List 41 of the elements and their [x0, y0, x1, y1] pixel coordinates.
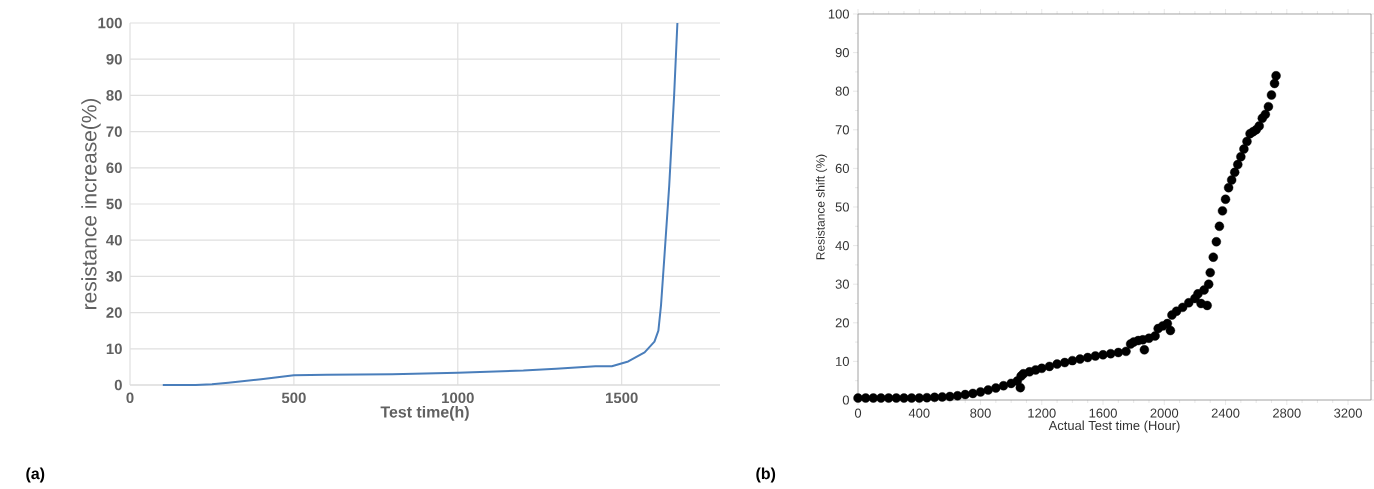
y-tick-label: 20	[835, 318, 849, 328]
y-axis-title: resistance increase(%)	[81, 98, 101, 309]
x-axis-title: Test time(h)	[380, 405, 469, 421]
y-tick-label: 10	[836, 356, 849, 366]
x-tick-label: 1200	[1028, 408, 1056, 418]
text: (b)	[756, 467, 776, 483]
y-tick-label: 60	[835, 163, 849, 173]
x-tick-label: 2400	[1211, 408, 1240, 418]
line-series	[161, 22, 679, 386]
y-tick-label: 80	[835, 86, 849, 96]
x-tick-label: 0	[126, 392, 134, 404]
x-tick-label: 3200	[1334, 408, 1362, 418]
y-tick-label: 50	[835, 202, 849, 212]
y-tick-label: 30	[106, 271, 122, 282]
text: (a)	[26, 467, 45, 483]
y-tick-label: 90	[835, 48, 849, 58]
y-tick-label: 70	[835, 125, 849, 135]
y-tick-label: 20	[106, 307, 122, 318]
x-axis-title: Actual Test time (Hour)	[1048, 420, 1180, 433]
y-tick-label: 0	[114, 379, 122, 391]
y-tick-label: 70	[106, 126, 122, 137]
y-tick-label: 10	[106, 343, 122, 355]
x-tick-label: 400	[908, 408, 930, 418]
x-tick-label: 2000	[1150, 408, 1179, 418]
y-tick-label: 40	[106, 234, 122, 246]
x-tick-label: 1000	[442, 392, 474, 404]
y-tick-label: 30	[835, 279, 849, 289]
y-axis-title: Resistance shift (%)	[815, 154, 828, 260]
y-tick-label: 50	[106, 198, 122, 210]
y-tick-label: 60	[106, 162, 122, 174]
y-tick-label: 100	[828, 9, 849, 19]
y-tick-label: 100	[98, 17, 122, 29]
x-tick-label: 500	[281, 392, 306, 404]
x-tick-label: 0	[854, 408, 862, 418]
x-tick-label: 1500	[605, 392, 638, 404]
x-tick-label: 800	[970, 408, 991, 418]
x-tick-label: 1600	[1089, 408, 1117, 418]
y-tick-label: 40	[835, 241, 849, 251]
x-tick-label: 2800	[1273, 408, 1301, 418]
y-tick-label: 80	[106, 90, 122, 101]
y-tick-label: 90	[106, 53, 122, 65]
